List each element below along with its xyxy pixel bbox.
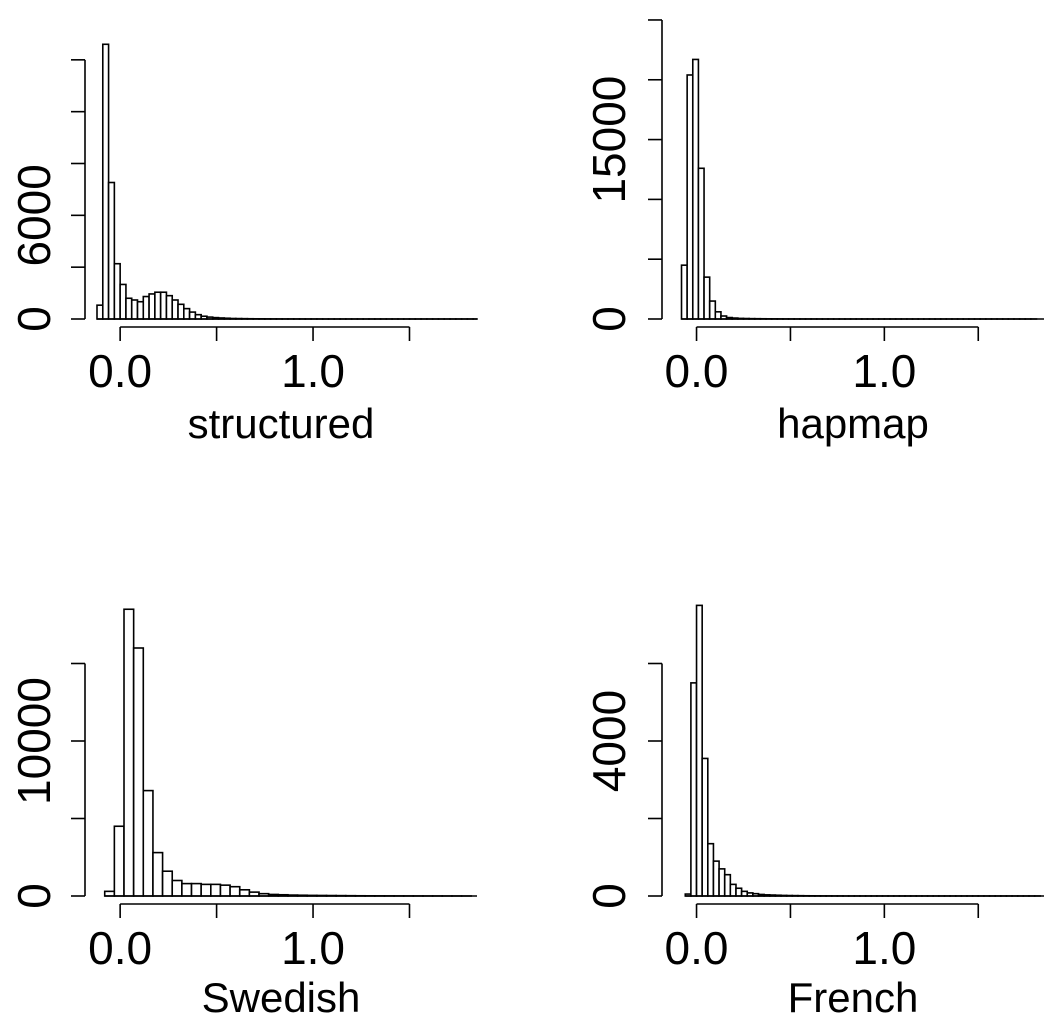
- histogram-bar: [154, 291, 162, 320]
- x-axis-label: hapmap: [777, 400, 929, 447]
- histogram-bar: [697, 167, 705, 320]
- histogram-bar: [690, 682, 698, 897]
- y-tick-label: 15000: [583, 76, 635, 204]
- histogram-bar: [107, 181, 116, 320]
- histogram-bar: [113, 825, 125, 897]
- histogram-bar: [113, 262, 121, 320]
- histogram-bar: [691, 58, 700, 320]
- y-tick-label: 0: [583, 883, 635, 909]
- histogram-bar: [188, 311, 197, 320]
- histogram-bar: [723, 873, 732, 897]
- histogram-bar: [735, 887, 743, 897]
- histogram-bar: [200, 883, 212, 897]
- histogram-bar: [152, 851, 164, 897]
- histogram-bar: [159, 291, 168, 320]
- histogram-bar: [148, 293, 156, 320]
- histogram-bar: [680, 264, 688, 320]
- histogram-bar: [708, 300, 717, 320]
- histogram-bar: [707, 842, 715, 897]
- histogram-bar: [96, 304, 104, 320]
- histogram-bar: [701, 757, 709, 897]
- histogram-bar: [229, 885, 241, 897]
- x-axis-label: structured: [188, 400, 375, 447]
- histogram-bar: [130, 299, 139, 320]
- histogram-bar: [183, 307, 191, 320]
- x-tick-label: 1.0: [852, 345, 916, 397]
- x-tick-label: 1.0: [281, 922, 345, 974]
- histogram-bar: [165, 294, 174, 320]
- x-tick-label: 0.0: [88, 922, 152, 974]
- x-tick-label: 0.0: [88, 345, 152, 397]
- histogram-bar: [171, 879, 183, 897]
- histogram-bar: [210, 883, 222, 897]
- histogram-bar: [101, 43, 110, 320]
- histogram-bar: [119, 283, 127, 320]
- y-tick-label: 6000: [8, 164, 60, 266]
- histogram-bar: [714, 311, 722, 320]
- histogram-bar: [125, 297, 133, 320]
- y-tick-label: 4000: [583, 690, 635, 792]
- histogram-bar: [712, 860, 720, 897]
- histogram-bar: [695, 604, 703, 897]
- histogram-bar: [132, 647, 145, 897]
- histogram-bar: [177, 303, 185, 320]
- x-tick-label: 1.0: [281, 345, 345, 397]
- x-tick-label: 0.0: [665, 345, 729, 397]
- histogram-bar: [703, 276, 711, 320]
- x-tick-label: 1.0: [852, 922, 916, 974]
- histogram-bar: [238, 888, 251, 897]
- histogram-bar: [142, 295, 150, 320]
- y-tick-label: 0: [8, 306, 60, 332]
- histogram-bar: [718, 868, 726, 897]
- histogram-bar: [729, 883, 737, 897]
- histogram-bar: [142, 789, 154, 897]
- x-axis-label: Swedish: [202, 974, 361, 1018]
- histogram-bar: [190, 882, 202, 897]
- histogram-bar: [686, 74, 694, 320]
- x-tick-label: 0.0: [665, 922, 729, 974]
- histogram-bar: [123, 608, 135, 897]
- y-tick-label: 10000: [8, 677, 60, 805]
- histogram-bar: [219, 884, 231, 897]
- x-axis-label: French: [788, 974, 919, 1018]
- y-tick-label: 0: [8, 883, 60, 909]
- y-tick-label: 0: [583, 306, 635, 332]
- histogram-bar: [161, 870, 174, 897]
- histogram-bar: [136, 300, 145, 320]
- histogram-bar: [181, 882, 193, 897]
- histogram-bar: [171, 299, 179, 320]
